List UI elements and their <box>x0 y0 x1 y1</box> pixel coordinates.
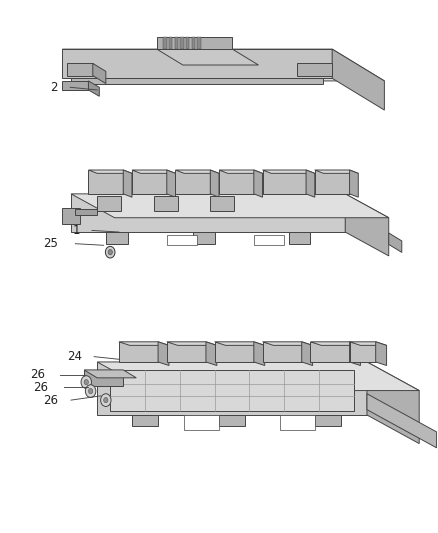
Polygon shape <box>315 170 350 194</box>
Polygon shape <box>184 415 219 430</box>
Polygon shape <box>350 170 358 197</box>
Polygon shape <box>88 170 123 194</box>
Polygon shape <box>197 37 201 49</box>
Polygon shape <box>180 37 184 49</box>
Polygon shape <box>210 170 219 197</box>
Polygon shape <box>132 170 167 194</box>
Polygon shape <box>262 170 315 173</box>
Polygon shape <box>254 170 262 197</box>
Polygon shape <box>186 37 189 49</box>
Polygon shape <box>163 37 167 49</box>
Polygon shape <box>219 170 254 194</box>
Polygon shape <box>367 362 419 443</box>
Polygon shape <box>62 49 332 78</box>
Polygon shape <box>254 235 284 245</box>
Polygon shape <box>119 342 158 362</box>
Polygon shape <box>315 415 341 425</box>
Polygon shape <box>262 342 302 362</box>
Polygon shape <box>97 196 121 211</box>
Polygon shape <box>289 232 311 244</box>
Polygon shape <box>262 170 306 194</box>
Polygon shape <box>84 370 123 386</box>
Circle shape <box>106 246 115 258</box>
Polygon shape <box>158 342 169 366</box>
Polygon shape <box>123 170 132 197</box>
Polygon shape <box>93 63 106 84</box>
Polygon shape <box>132 170 176 173</box>
Polygon shape <box>206 342 217 366</box>
Polygon shape <box>84 370 136 378</box>
Polygon shape <box>302 342 313 366</box>
Polygon shape <box>215 342 254 362</box>
Polygon shape <box>154 196 178 211</box>
Text: 26: 26 <box>30 368 45 381</box>
Polygon shape <box>119 342 169 345</box>
Polygon shape <box>376 342 387 366</box>
Polygon shape <box>219 415 245 425</box>
Circle shape <box>104 398 108 403</box>
Polygon shape <box>62 49 385 81</box>
Polygon shape <box>350 342 376 362</box>
Polygon shape <box>106 232 127 244</box>
Text: 2: 2 <box>50 81 58 94</box>
Polygon shape <box>167 342 206 362</box>
Polygon shape <box>157 49 258 65</box>
Polygon shape <box>280 415 315 430</box>
Polygon shape <box>311 342 360 345</box>
Polygon shape <box>71 78 323 84</box>
Text: 24: 24 <box>67 350 82 363</box>
Polygon shape <box>176 170 210 194</box>
Polygon shape <box>167 342 217 345</box>
Polygon shape <box>67 63 93 76</box>
Polygon shape <box>71 194 345 232</box>
Circle shape <box>81 376 92 389</box>
Polygon shape <box>215 342 265 345</box>
Polygon shape <box>75 209 97 215</box>
Circle shape <box>101 394 111 407</box>
Text: 26: 26 <box>33 381 48 394</box>
Polygon shape <box>311 342 350 362</box>
Polygon shape <box>97 362 367 415</box>
Polygon shape <box>88 81 99 96</box>
Polygon shape <box>306 170 315 197</box>
Polygon shape <box>262 342 313 345</box>
Circle shape <box>85 385 96 398</box>
Polygon shape <box>367 394 437 448</box>
Polygon shape <box>254 342 265 366</box>
Polygon shape <box>62 208 80 224</box>
Polygon shape <box>132 415 158 425</box>
Polygon shape <box>345 194 389 256</box>
Text: 26: 26 <box>43 393 58 407</box>
Circle shape <box>108 249 113 255</box>
Polygon shape <box>167 235 197 245</box>
Circle shape <box>84 379 88 385</box>
Polygon shape <box>210 196 234 211</box>
Polygon shape <box>350 342 360 366</box>
Polygon shape <box>62 81 88 90</box>
Polygon shape <box>389 233 402 253</box>
Polygon shape <box>71 194 389 217</box>
Polygon shape <box>157 37 232 49</box>
Polygon shape <box>219 170 262 173</box>
Polygon shape <box>175 37 178 49</box>
Text: 25: 25 <box>43 237 58 250</box>
Polygon shape <box>176 170 219 173</box>
Polygon shape <box>350 342 387 345</box>
Polygon shape <box>88 170 132 173</box>
Polygon shape <box>193 232 215 244</box>
Polygon shape <box>167 170 176 197</box>
Polygon shape <box>332 49 385 110</box>
Polygon shape <box>169 37 173 49</box>
Polygon shape <box>110 370 354 411</box>
Polygon shape <box>297 63 332 76</box>
Text: 1: 1 <box>72 224 80 237</box>
Polygon shape <box>191 37 195 49</box>
Polygon shape <box>97 362 419 391</box>
Polygon shape <box>315 170 358 173</box>
Circle shape <box>88 389 93 394</box>
